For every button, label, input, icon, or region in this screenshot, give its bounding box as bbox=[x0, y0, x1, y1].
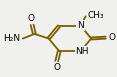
Text: NH: NH bbox=[75, 47, 89, 56]
Text: CH₃: CH₃ bbox=[88, 11, 104, 20]
Text: H₂N: H₂N bbox=[3, 34, 20, 43]
Text: O: O bbox=[109, 33, 116, 42]
Text: O: O bbox=[53, 63, 60, 72]
Text: N: N bbox=[77, 21, 84, 30]
Text: O: O bbox=[27, 14, 35, 23]
